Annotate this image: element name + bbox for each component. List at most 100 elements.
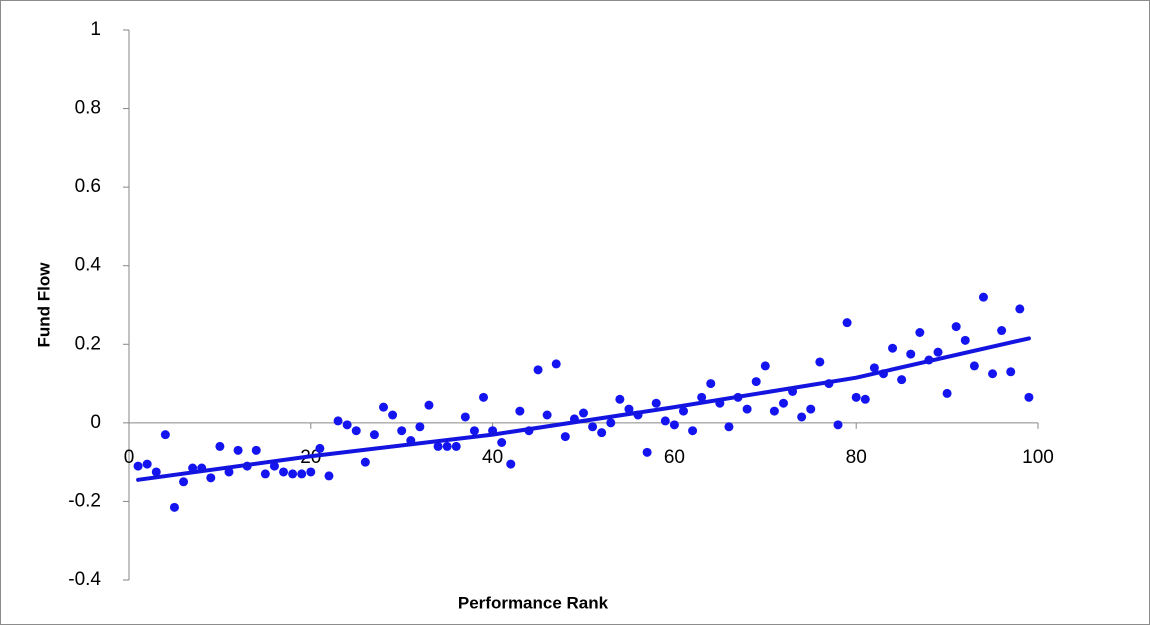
point [297,469,307,479]
point [451,441,461,451]
point [978,292,988,302]
point [269,461,279,471]
point [397,426,407,436]
y-tick-label: 1 [90,19,101,40]
point [615,394,625,404]
point [1006,367,1016,377]
x-tick-label: 0 [124,447,135,468]
point [842,318,852,328]
point [579,408,588,418]
point [678,406,688,416]
point [315,443,325,453]
point [542,410,552,420]
point [497,438,507,447]
point [288,469,298,479]
point [642,447,652,457]
point [833,420,843,430]
point [424,400,434,410]
point [651,398,661,408]
point [742,404,752,414]
point [469,426,479,436]
y-tick-label: -0.4 [68,569,101,590]
point [942,388,952,398]
point [160,430,170,440]
point [815,357,825,367]
point [797,412,807,422]
y-tick-label: 0.2 [75,333,101,354]
point [806,404,816,414]
x-tick-label: 100 [1022,447,1054,468]
point [906,349,916,359]
y-tick-label: 0.6 [75,176,101,197]
x-tick-label: 40 [482,447,503,468]
point [442,441,452,451]
point [333,416,343,426]
x-tick-label: 60 [664,447,685,468]
point [997,326,1007,336]
point [306,467,316,477]
point [360,457,370,467]
point [551,359,561,369]
point [215,441,225,451]
point [388,410,398,420]
point [479,392,489,402]
point [778,398,788,408]
point [433,441,443,451]
point [342,420,352,430]
point [506,459,516,469]
point [960,335,970,345]
point [1024,392,1034,402]
point [969,361,979,371]
y-tick-label: -0.2 [68,490,101,511]
y-tick-label: 0.4 [75,255,102,276]
point [933,347,943,357]
point [769,406,779,416]
point [588,422,598,432]
point [151,467,161,477]
point [988,369,998,379]
point [560,432,570,442]
point [951,322,961,332]
point [251,445,261,455]
point [379,402,389,412]
point [169,502,179,512]
point [697,392,707,402]
point [724,422,734,432]
point [751,377,761,387]
point [369,430,379,440]
point [206,473,216,483]
point [706,379,716,389]
point [869,363,879,373]
trend-line [136,336,1031,482]
x-tick-label: 80 [846,447,867,468]
point [415,422,425,432]
point [1015,304,1025,314]
point [760,361,770,371]
point [179,477,189,487]
point [851,392,861,402]
point [515,406,525,416]
point [897,375,907,385]
point [324,471,334,481]
point [888,343,898,353]
point [606,418,616,428]
point [351,426,361,436]
point [688,426,698,436]
point [233,445,243,455]
point [624,404,634,414]
point [915,328,925,337]
point [669,420,679,430]
point [279,467,289,477]
x-axis-title: Performance Rank [458,593,609,612]
point [133,461,143,471]
point [597,428,607,438]
y-tick-label: 0.8 [75,98,101,119]
point [260,469,270,479]
point [860,394,870,404]
point [533,365,543,375]
y-tick-label: 0 [90,412,101,433]
point [142,459,152,469]
point [660,416,670,426]
